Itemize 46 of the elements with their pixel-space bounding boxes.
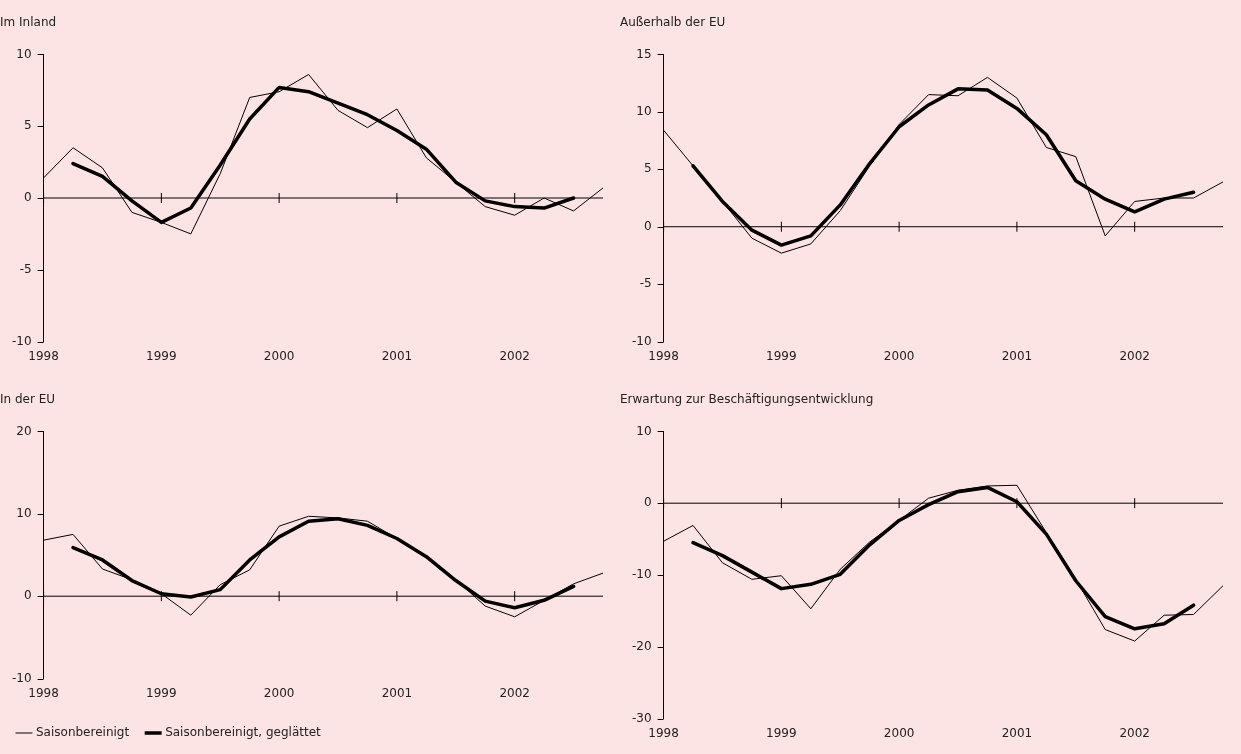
x-tick-label: 1999 [766, 348, 797, 363]
y-tick-label: 5 [643, 161, 652, 176]
x-tick-label: 2002 [1119, 348, 1150, 363]
y-tick-label: -10 [11, 333, 32, 348]
y-tick-label: 10 [16, 46, 32, 61]
x-tick-label: 1998 [28, 685, 59, 700]
x-tick-label: 1999 [766, 725, 797, 740]
y-tick-label: 5 [23, 118, 32, 133]
x-tick-label: 2001 [381, 348, 413, 363]
y-tick-label: 10 [636, 423, 652, 438]
y-tick-label: -30 [631, 710, 652, 725]
x-tick-label: 1998 [648, 348, 679, 363]
chart-title: Erwartung zur Beschäftigungsentwicklung [620, 392, 874, 407]
y-tick-label: -10 [631, 333, 652, 348]
x-tick-label: 2000 [883, 725, 915, 740]
y-tick-label: 0 [643, 495, 652, 510]
chart-title: Im Inland [0, 15, 57, 30]
chart-title: Außerhalb der EU [620, 15, 726, 30]
x-tick-label: 1999 [146, 348, 177, 363]
y-tick-label: 0 [23, 190, 32, 205]
y-tick-label: 0 [643, 218, 652, 233]
x-tick-label: 2000 [263, 348, 295, 363]
y-tick-label: -5 [19, 261, 32, 276]
x-tick-label: 2000 [263, 685, 295, 700]
y-tick-label: 10 [636, 103, 652, 118]
legend-label: Saisonbereinigt [36, 725, 130, 740]
x-tick-label: 2000 [883, 348, 915, 363]
y-tick-label: 0 [23, 588, 32, 603]
x-tick-label: 1999 [146, 685, 177, 700]
x-tick-label: 1998 [648, 725, 679, 740]
legend-label: Saisonbereinigt, geglättet [165, 725, 322, 740]
y-tick-label: -10 [11, 670, 32, 685]
x-tick-label: 2002 [1119, 725, 1150, 740]
x-tick-label: 2001 [381, 685, 413, 700]
y-tick-label: -5 [639, 276, 652, 291]
y-tick-label: -10 [631, 567, 652, 582]
x-tick-label: 2002 [499, 348, 530, 363]
chart-title: In der EU [0, 392, 56, 407]
x-tick-label: 1998 [28, 348, 59, 363]
y-tick-label: 20 [16, 423, 32, 438]
y-tick-label: 10 [16, 505, 32, 520]
x-tick-label: 2001 [1001, 725, 1033, 740]
x-tick-label: 2002 [499, 685, 530, 700]
y-tick-label: -20 [631, 638, 652, 653]
x-tick-label: 2001 [1001, 348, 1033, 363]
y-tick-label: 15 [636, 46, 652, 61]
